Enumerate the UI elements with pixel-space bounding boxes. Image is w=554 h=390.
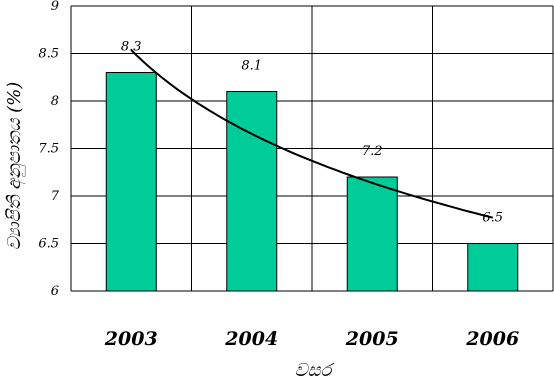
y-tick-label: 9: [51, 0, 59, 14]
x-tick-label: 2006: [465, 328, 519, 350]
bar-2006: [467, 243, 519, 292]
y-tick-label: 6: [51, 284, 59, 299]
label-layer: 6 6.5 7 7.5 8 8.5 9 8.3 2003 8.1 2004 7.2 2005 6.5 200…: [38, 0, 519, 350]
x-tick-label: 2005: [345, 328, 399, 350]
data-label: 7.2: [362, 144, 383, 159]
bar-2004: [226, 91, 278, 292]
data-label: 8.3: [121, 40, 142, 55]
trend-layer: [130, 49, 494, 219]
y-tick-label: 7.5: [38, 142, 59, 157]
x-tick-label: 2003: [104, 328, 158, 350]
bar-2003: [105, 72, 157, 292]
y-tick-label: 7: [51, 189, 60, 204]
trendline: [130, 49, 494, 219]
y-axis-title: ව්‍යාපිති අනුපාතය (%): [4, 82, 26, 251]
y-tick-label: 8.5: [38, 47, 59, 62]
x-axis-title: වසර: [295, 360, 335, 381]
x-tick-label: 2004: [224, 328, 278, 350]
y-tick-label: 6.5: [38, 237, 59, 252]
bar-2005: [346, 176, 398, 292]
data-label: 8.1: [241, 59, 262, 74]
data-label: 6.5: [482, 211, 503, 226]
y-tick-label: 8: [51, 94, 59, 109]
